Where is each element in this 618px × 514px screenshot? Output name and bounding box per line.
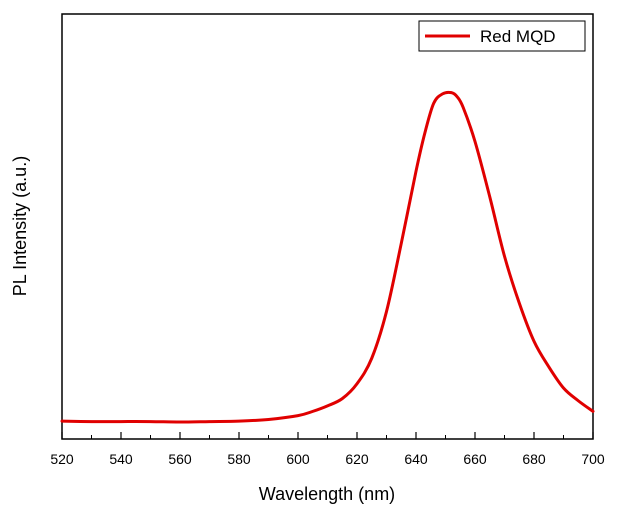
x-tick-label: 540 bbox=[109, 451, 133, 467]
x-tick-label: 560 bbox=[168, 451, 192, 467]
x-tick-label: 620 bbox=[345, 451, 369, 467]
x-tick-label: 580 bbox=[227, 451, 251, 467]
x-tick-label: 700 bbox=[581, 451, 605, 467]
y-axis-title: PL Intensity (a.u.) bbox=[10, 156, 30, 296]
x-axis-title: Wavelength (nm) bbox=[259, 484, 395, 504]
x-axis-tick-labels: 520 540 560 580 600 620 640 660 680 700 bbox=[50, 451, 605, 467]
plot-frame bbox=[61, 13, 594, 440]
legend: Red MQD bbox=[418, 20, 586, 52]
legend-label-red-mqd: Red MQD bbox=[480, 27, 556, 46]
x-tick-label: 520 bbox=[50, 451, 74, 467]
x-tick-label: 600 bbox=[286, 451, 310, 467]
x-tick-label: 640 bbox=[404, 451, 428, 467]
x-tick-label: 660 bbox=[463, 451, 487, 467]
series-line-red-mqd bbox=[60, 90, 595, 424]
x-axis-ticks bbox=[61, 432, 594, 439]
x-tick-label: 680 bbox=[522, 451, 546, 467]
